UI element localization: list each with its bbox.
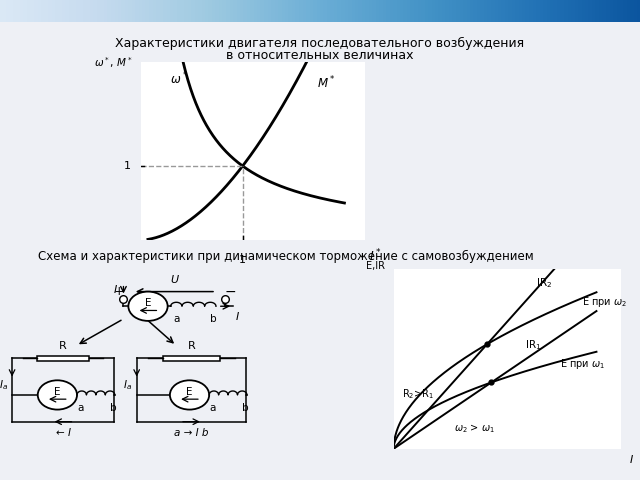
- Text: $M^*$: $M^*$: [317, 75, 335, 91]
- Text: Характеристики двигателя последовательного возбуждения: Характеристики двигателя последовательно…: [115, 36, 525, 50]
- Text: $\omega^*$: $\omega^*$: [170, 71, 189, 87]
- Text: в относительных величинах: в относительных величинах: [227, 48, 413, 62]
- Text: $I^*$: $I^*$: [369, 247, 381, 264]
- Bar: [37, 356, 89, 361]
- Text: E: E: [186, 386, 193, 396]
- Text: $\omega^*$, $M^*$: $\omega^*$, $M^*$: [93, 55, 132, 70]
- Text: I: I: [629, 455, 632, 465]
- Text: b: b: [242, 403, 248, 413]
- Text: b: b: [210, 314, 216, 324]
- Text: IR$_1$: IR$_1$: [525, 338, 542, 352]
- Text: $\omega_2$ > $\omega_1$: $\omega_2$ > $\omega_1$: [454, 422, 495, 435]
- Bar: [163, 356, 220, 361]
- Text: E при $\omega_1$: E при $\omega_1$: [560, 357, 605, 371]
- Text: 1: 1: [124, 161, 131, 171]
- Text: R$_2$>R$_1$: R$_2$>R$_1$: [402, 387, 434, 401]
- Text: +: +: [114, 285, 124, 298]
- Text: b: b: [109, 403, 116, 413]
- Text: R: R: [59, 341, 67, 351]
- Text: a: a: [210, 403, 216, 413]
- Text: ← I: ← I: [56, 428, 70, 438]
- Text: E: E: [145, 298, 151, 308]
- Text: I: I: [113, 285, 116, 295]
- Text: E: E: [54, 386, 61, 396]
- Text: a → I b: a → I b: [174, 428, 209, 438]
- Text: a: a: [173, 314, 179, 324]
- Text: $I_a$: $I_a$: [123, 378, 132, 392]
- Text: −: −: [224, 285, 236, 299]
- Text: IR$_2$: IR$_2$: [536, 276, 552, 290]
- Text: E,IR: E,IR: [367, 261, 385, 271]
- Text: I: I: [236, 312, 239, 323]
- Text: U: U: [170, 275, 179, 285]
- Text: $I_a$: $I_a$: [0, 378, 8, 392]
- Text: E при $\omega_2$: E при $\omega_2$: [582, 295, 627, 309]
- Circle shape: [170, 380, 209, 409]
- Text: a: a: [77, 403, 84, 413]
- Text: Схема и характеристики при динамическом торможение с самовозбуждением: Схема и характеристики при динамическом …: [38, 250, 534, 264]
- Circle shape: [38, 380, 77, 409]
- Text: 1: 1: [239, 255, 246, 265]
- Text: R: R: [188, 341, 195, 351]
- Circle shape: [129, 291, 168, 321]
